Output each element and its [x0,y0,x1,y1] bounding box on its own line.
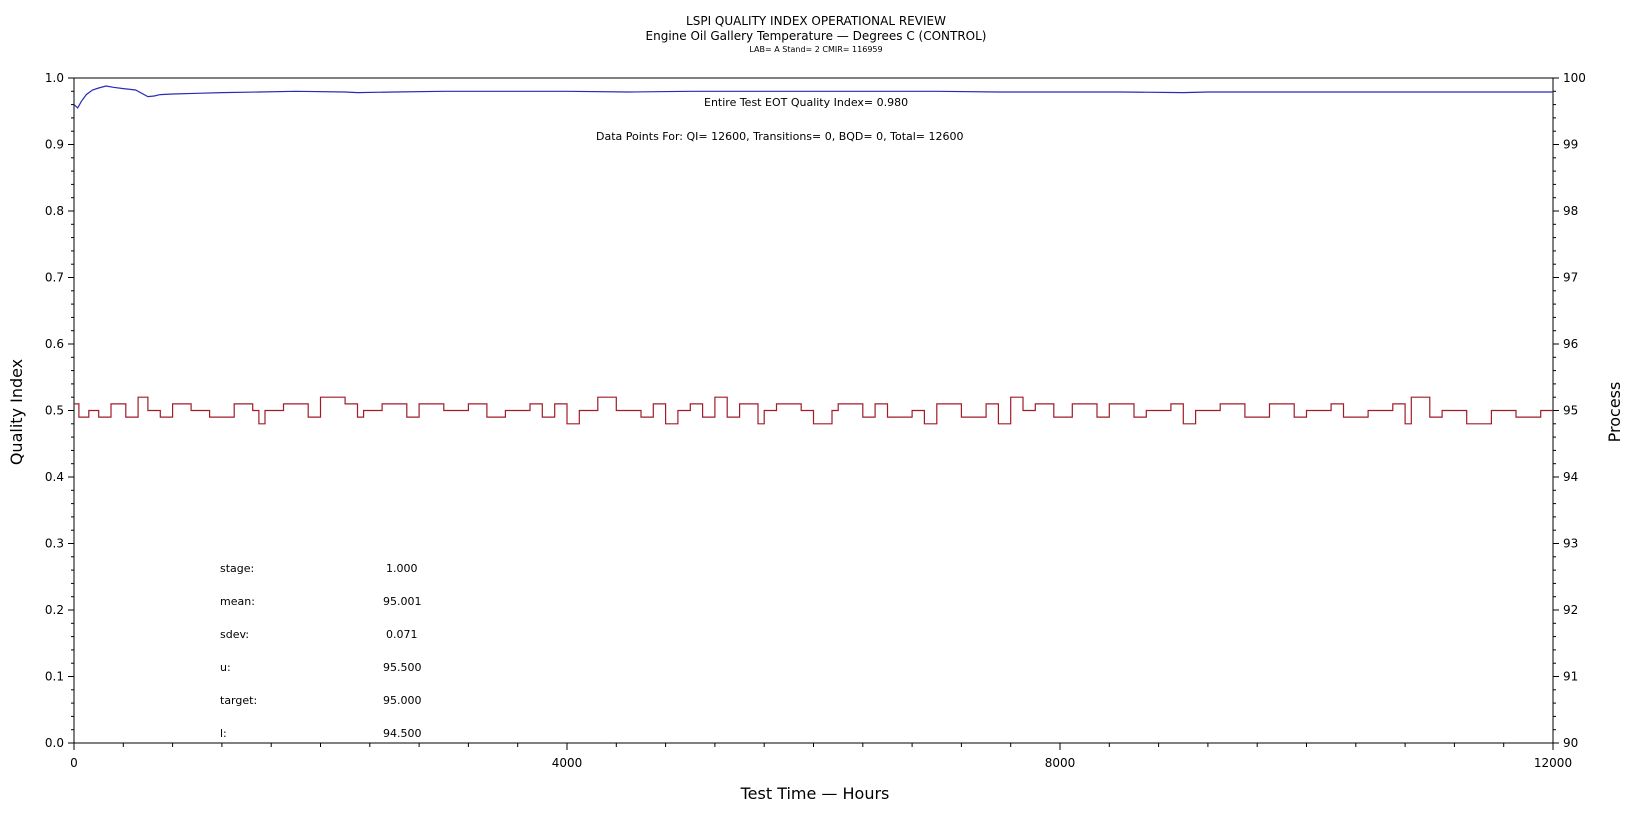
stat-label-l: l: [220,727,227,740]
y-tick-label: 1.0 [45,71,64,85]
stat-label-sdev: sdev: [220,628,249,641]
stat-value-l: 94.500 [383,727,422,740]
quality-index-series-line [73,85,1553,109]
y2-tick-label: 95 [1563,404,1578,418]
y-axis-title: Quality Index [7,359,26,465]
y-tick-label: 0.2 [45,603,64,617]
y-tick-label: 0.4 [45,470,64,484]
y2-axis-title: Process [1605,382,1624,443]
y2-tick-label: 100 [1563,71,1586,85]
y2-tick-label: 98 [1563,204,1578,218]
axis-ticks: 0.0 0.1 0.2 0.3 0.4 0.5 0.6 0.7 0.8 0.9 1.0 90 91 92 9… [45,71,1586,770]
quality-index-annotation: Entire Test EOT Quality Index= 0.980 [704,96,908,109]
y2-tick-label: 93 [1563,537,1578,551]
stat-value-target: 95.000 [383,694,422,707]
y2-tick-label: 91 [1563,670,1578,684]
y-tick-label: 0.5 [45,404,64,418]
stat-label-mean: mean: [220,595,255,608]
data-points-annotation: Data Points For: QI= 12600, Transitions=… [596,130,964,143]
chart-title: LSPI QUALITY INDEX OPERATIONAL REVIEW [686,14,946,28]
stat-value-u: 95.500 [383,661,422,674]
y-tick-label: 0.7 [45,271,64,285]
y-tick-label: 0.9 [45,138,64,152]
x-tick-label: 8000 [1045,756,1076,770]
y2-tick-label: 90 [1563,736,1578,750]
y-tick-label: 0.0 [45,736,64,750]
x-tick-label: 12000 [1534,756,1572,770]
stat-label-u: u: [220,661,231,674]
x-tick-label: 4000 [552,756,583,770]
y-tick-label: 0.8 [45,204,64,218]
stat-value-sdev: 0.071 [386,628,418,641]
stats-block: stage: 1.000 mean: 95.001 sdev: 0.071 u:… [220,562,422,740]
series-lines [73,85,1553,425]
stat-label-target: target: [220,694,257,707]
y-tick-label: 0.6 [45,337,64,351]
stat-value-stage: 1.000 [386,562,418,575]
y2-tick-label: 99 [1563,138,1578,152]
y2-tick-label: 94 [1563,470,1578,484]
y2-tick-label: 97 [1563,271,1578,285]
chart-subtitle: Engine Oil Gallery Temperature — Degrees… [646,29,987,43]
y2-tick-label: 96 [1563,337,1578,351]
chart-meta: LAB= A Stand= 2 CMIR= 116959 [749,45,882,54]
y-tick-label: 0.3 [45,537,64,551]
process-series-line [74,396,1553,425]
stat-value-mean: 95.001 [383,595,422,608]
y2-tick-label: 92 [1563,603,1578,617]
y-tick-label: 0.1 [45,670,64,684]
x-tick-label: 0 [70,756,78,770]
stat-label-stage: stage: [220,562,254,575]
x-axis-title: Test Time — Hours [740,784,890,803]
